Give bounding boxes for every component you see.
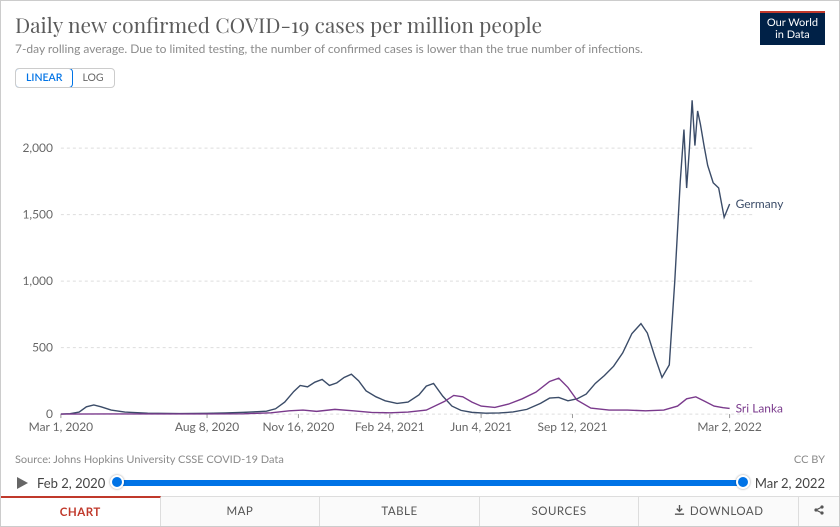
svg-text:1,000: 1,000 (22, 273, 53, 288)
slider-handle-end[interactable] (736, 475, 750, 489)
chart-subtitle: 7-day rolling average. Due to limited te… (15, 41, 825, 56)
svg-text:2,000: 2,000 (22, 140, 53, 155)
tab-download[interactable]: DOWNLOAD (639, 497, 799, 526)
download-icon (674, 505, 685, 519)
svg-text:Sep 12, 2021: Sep 12, 2021 (538, 419, 608, 434)
svg-text:500: 500 (32, 340, 53, 355)
source-text: Source: Johns Hopkins University CSSE CO… (15, 453, 284, 466)
tab-map[interactable]: MAP (161, 497, 321, 526)
share-icon (813, 504, 825, 519)
timeline-start-label: Feb 2, 2020 (37, 475, 105, 491)
svg-text:Mar 2, 2022: Mar 2, 2022 (697, 419, 762, 434)
tab-bar: CHART MAP TABLE SOURCES DOWNLOAD (1, 496, 839, 526)
svg-text:Jun 4, 2021: Jun 4, 2021 (450, 419, 512, 434)
timeline-end-label: Mar 2, 2022 (755, 475, 825, 491)
scale-linear-button[interactable]: LINEAR (15, 68, 73, 88)
chart-plot[interactable]: 05001,0001,5002,000Mar 1, 2020Aug 8, 202… (15, 89, 825, 438)
timeline-slider[interactable] (113, 480, 747, 486)
svg-text:Sri Lanka: Sri Lanka (736, 400, 783, 415)
chart-footer: Source: Johns Hopkins University CSSE CO… (15, 453, 825, 466)
svg-text:Nov 16, 2020: Nov 16, 2020 (262, 419, 334, 434)
svg-text:Feb 24, 2021: Feb 24, 2021 (355, 419, 425, 434)
license-text[interactable]: CC BY (794, 453, 825, 466)
tab-sources[interactable]: SOURCES (480, 497, 640, 526)
scale-log-button[interactable]: LOG (72, 69, 113, 87)
tab-table[interactable]: TABLE (320, 497, 480, 526)
svg-text:Mar 1, 2020: Mar 1, 2020 (29, 419, 94, 434)
chart-title: Daily new confirmed COVID-19 cases per m… (15, 11, 825, 39)
tab-share[interactable] (799, 497, 839, 526)
tab-chart[interactable]: CHART (1, 496, 161, 526)
chart-header: Daily new confirmed COVID-19 cases per m… (1, 1, 839, 60)
svg-text:Aug 8, 2020: Aug 8, 2020 (175, 419, 239, 434)
chart-frame: Our World in Data Daily new confirmed CO… (0, 0, 840, 527)
slider-fill (113, 480, 747, 486)
svg-text:Germany: Germany (736, 196, 785, 211)
play-icon[interactable] (15, 476, 29, 490)
timeline: Feb 2, 2020 Mar 2, 2022 (15, 470, 825, 496)
svg-text:1,500: 1,500 (22, 207, 53, 222)
slider-handle-start[interactable] (110, 475, 124, 489)
scale-toggle: LINEAR LOG (15, 68, 115, 88)
